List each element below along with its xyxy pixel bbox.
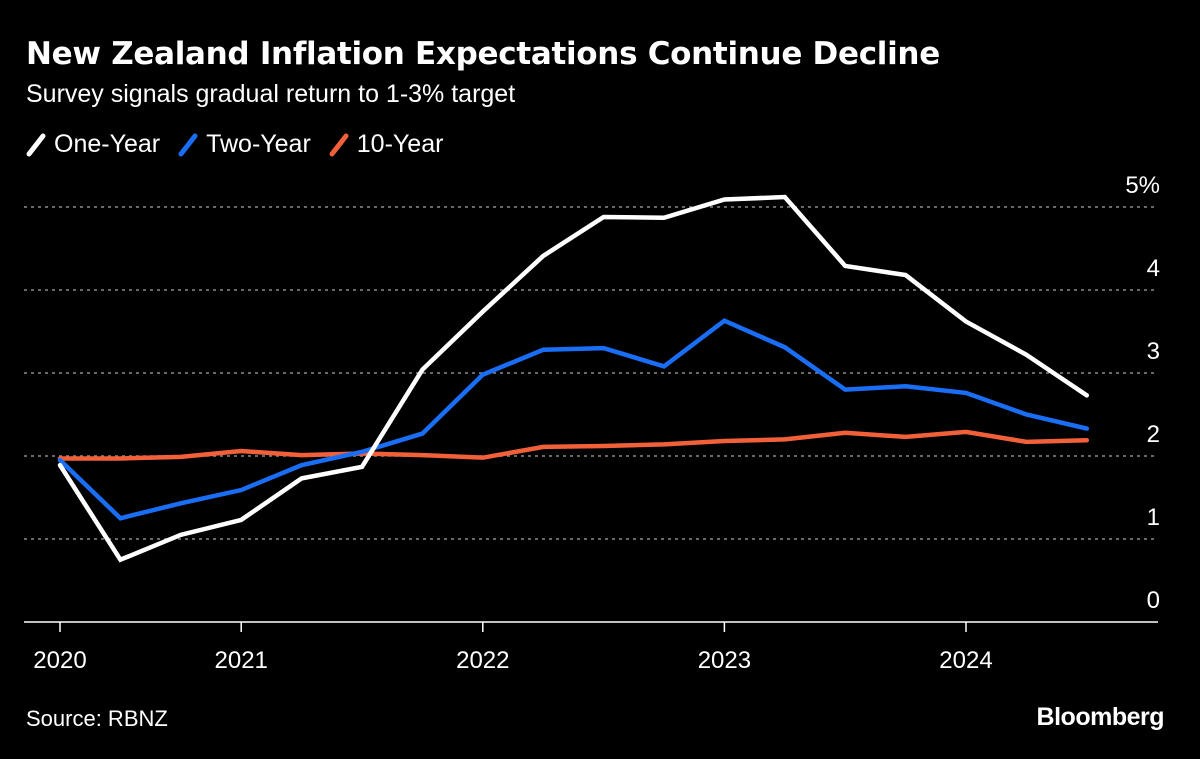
y-tick-label: 3 [1147, 338, 1160, 365]
legend-swatch-icon [178, 133, 198, 156]
x-tick-label: 2021 [215, 647, 268, 674]
source-note: Source: RBNZ [26, 706, 168, 731]
x-tick-label: 2020 [33, 647, 86, 674]
y-tick-label: 1 [1147, 504, 1160, 531]
legend-item-two-year: Two-Year [178, 130, 311, 159]
x-tick-label: 2023 [698, 647, 751, 674]
legend-item-one-year: One-Year [26, 130, 160, 159]
series-line-10-year [57, 429, 1090, 461]
legend-label: Two-Year [206, 130, 311, 158]
y-tick-label: 5% [1125, 172, 1160, 199]
x-tick-label: 2024 [939, 647, 992, 674]
legend-item-10-year: 10-Year [329, 130, 444, 159]
legend-swatch-icon [26, 133, 46, 156]
legend: One-Year Two-Year 10-Year [26, 130, 443, 159]
x-tick-label: 2022 [456, 647, 509, 674]
y-tick-label: 2 [1147, 421, 1160, 448]
chart-subtitle: Survey signals gradual return to 1-3% ta… [26, 80, 516, 108]
legend-label: One-Year [54, 130, 161, 158]
legend-label: 10-Year [356, 130, 444, 158]
bloomberg-logo: Bloomberg [1036, 703, 1165, 731]
chart-title: New Zealand Inflation Expectations Conti… [26, 36, 940, 72]
legend-swatch-icon [329, 133, 349, 156]
series-line-two-year [57, 318, 1090, 521]
y-tick-label: 4 [1147, 255, 1160, 282]
y-tick-label: 0 [1147, 587, 1160, 614]
series-line-one-year [57, 194, 1090, 563]
